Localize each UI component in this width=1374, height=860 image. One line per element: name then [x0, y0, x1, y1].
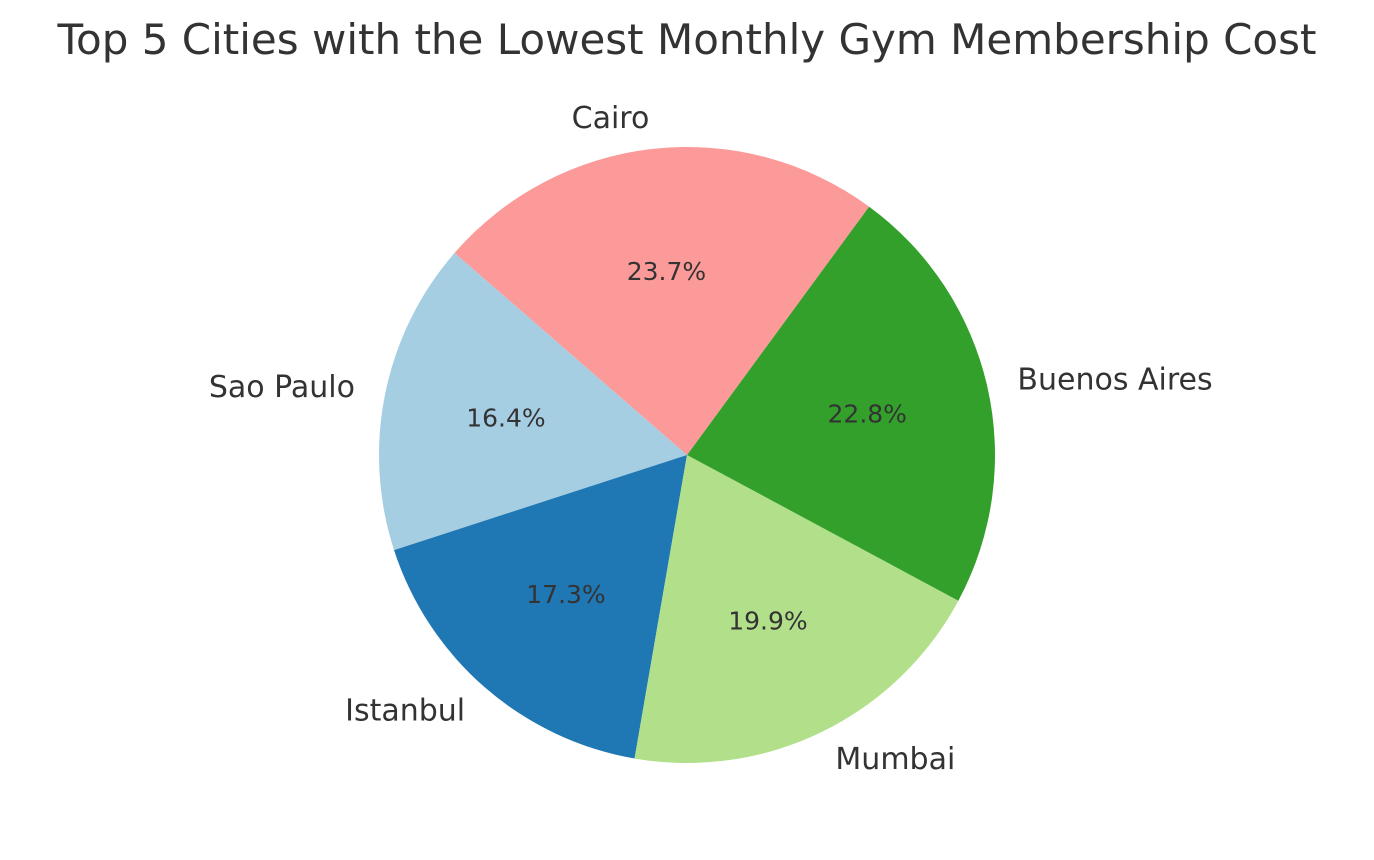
pie-slice-buenos-aires	[687, 206, 996, 601]
slice-label: Buenos Aires	[1017, 363, 1212, 398]
pie-slice-istanbul	[394, 455, 687, 759]
pie-slice-mumbai	[634, 455, 959, 763]
pie-slice-cairo	[454, 146, 870, 455]
pie-slice-sao-paulo	[378, 252, 687, 551]
slice-percent-label: 16.4%	[466, 404, 545, 433]
slice-percent-label: 17.3%	[526, 580, 605, 609]
slice-percent-label: 23.7%	[627, 257, 706, 286]
slice-label: Istanbul	[345, 694, 465, 729]
slice-label: Cairo	[572, 101, 650, 136]
slice-percent-label: 19.9%	[728, 607, 807, 636]
chart-title: Top 5 Cities with the Lowest Monthly Gym…	[57, 15, 1317, 64]
slice-label: Mumbai	[835, 742, 955, 777]
slice-percent-label: 22.8%	[828, 400, 907, 429]
slice-label: Sao Paulo	[209, 370, 355, 405]
